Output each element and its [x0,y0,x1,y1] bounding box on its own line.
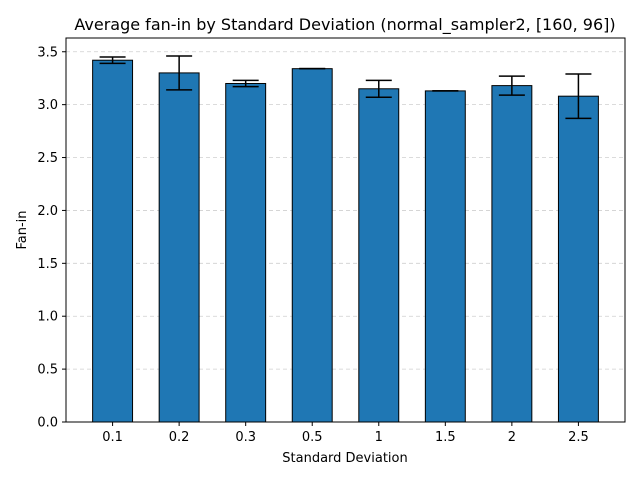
bar-2 [491,85,533,423]
x-tick-label: 0.2 [169,430,190,445]
x-tick-label: 0.1 [102,430,123,445]
bar-1 [358,88,400,423]
bar-2.5 [557,95,599,423]
plot-frame [65,37,626,423]
y-tick-label: 0.0 [37,416,58,431]
grid-lines [66,51,625,423]
y-tick-label: 1.5 [37,257,58,272]
bar-0.1 [92,59,134,423]
bar-0.2 [158,72,200,423]
y-axis-title: Fan-in [15,210,30,249]
y-axis: 0.0 0.5 1.0 1.5 2.0 2.5 3.0 3.5 [37,45,66,431]
y-tick-label: 3.5 [37,45,58,60]
y-tick-label: 1.0 [37,310,58,325]
y-tick-label: 0.5 [37,363,58,378]
x-tick-label: 2.5 [568,430,589,445]
x-axis-title: Standard Deviation [282,451,407,466]
bars [92,59,599,423]
y-tick-label: 3.0 [37,98,58,113]
bar-1.5 [424,90,466,423]
chart-title: Average fan-in by Standard Deviation (no… [74,15,615,35]
y-tick-label: 2.0 [37,204,58,219]
x-tick-label: 0.5 [302,430,323,445]
bar-0.3 [225,82,267,423]
x-tick-label: 1.5 [435,430,456,445]
bar-0.5 [291,68,333,423]
x-axis: 0.1 0.2 0.3 0.5 1 1.5 2 2.5 [102,422,589,445]
x-tick-label: 2 [508,430,516,445]
error-bars [99,55,592,120]
x-tick-label: 0.3 [235,430,256,445]
x-tick-label: 1 [375,430,383,445]
y-tick-label: 2.5 [37,151,58,166]
